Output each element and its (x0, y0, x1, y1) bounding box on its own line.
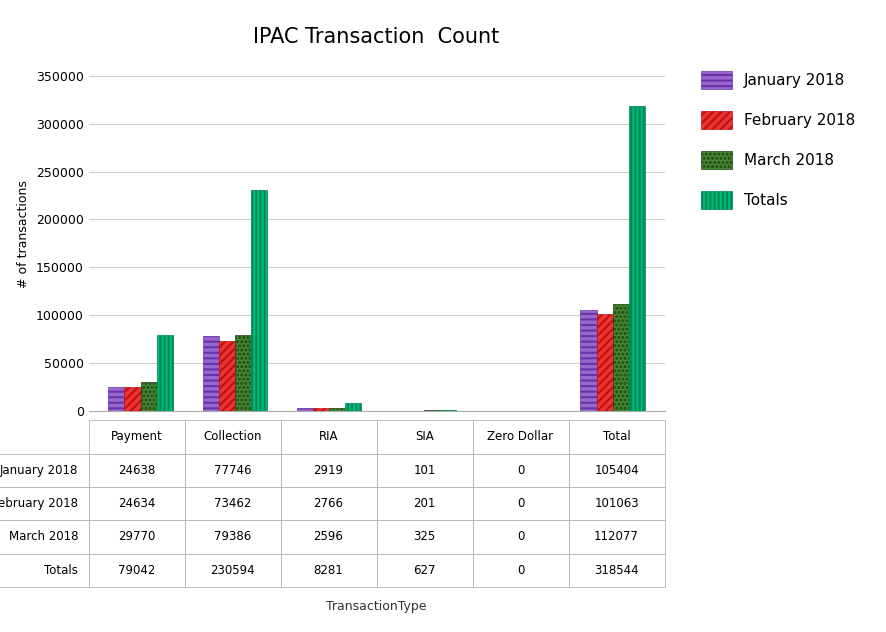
Bar (297, 408, 314, 411)
Bar (612, 303, 629, 411)
Bar (580, 310, 596, 411)
Bar (596, 314, 612, 411)
Bar (108, 387, 124, 411)
Bar (141, 382, 157, 411)
Bar (203, 336, 219, 411)
Bar (124, 387, 141, 411)
Bar (629, 106, 645, 411)
Bar (235, 335, 251, 411)
Bar (251, 190, 267, 411)
Title: IPAC Transaction  Count: IPAC Transaction Count (253, 27, 500, 47)
Bar (330, 408, 346, 411)
Bar (219, 341, 235, 411)
Y-axis label: # of transactions: # of transactions (18, 180, 30, 288)
Legend: January 2018, February 2018, March 2018, Totals: January 2018, February 2018, March 2018,… (696, 64, 861, 216)
Bar (346, 403, 361, 411)
Bar (157, 335, 173, 411)
Bar (314, 408, 330, 411)
Text: TransactionType: TransactionType (326, 600, 427, 613)
